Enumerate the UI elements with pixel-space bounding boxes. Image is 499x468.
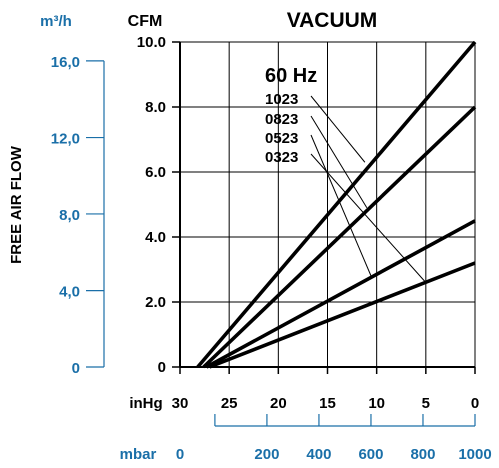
m3h-tick-label: 8,0 — [59, 207, 80, 224]
inhg-tick-label: 20 — [270, 395, 287, 412]
inhg-tick-label: 10 — [368, 395, 385, 412]
cfm-tick-label: 6.0 — [145, 164, 166, 181]
series-line-0323 — [208, 261, 476, 369]
cfm-tick-label: 8.0 — [145, 99, 166, 116]
m3h-tick-label: 16,0 — [51, 54, 80, 71]
frequency-label: 60 Hz — [265, 65, 317, 87]
cfm-tick-label: 4.0 — [145, 229, 166, 246]
series-label-0523: 0523 — [265, 130, 298, 147]
m3h-tick-label: 4,0 — [59, 284, 80, 301]
series-line-0823 — [202, 105, 477, 369]
series-leader-0823 — [310, 115, 368, 209]
chart-title: VACUUM — [287, 9, 378, 32]
series-label-1023: 1023 — [265, 91, 298, 108]
series-label-0823: 0823 — [265, 111, 298, 128]
series-leader-1023 — [310, 95, 366, 163]
mbar-tick-label: 400 — [306, 446, 331, 463]
inhg-tick-label: 15 — [319, 395, 336, 412]
series-label-0323: 0323 — [265, 149, 298, 166]
mbar-tick-label: 1000 — [458, 446, 491, 463]
m3h-tick-label: 0 — [72, 360, 80, 377]
inhg-tick-label: 30 — [172, 395, 189, 412]
series-line-0523 — [205, 219, 476, 369]
mbar-tick-label: 0 — [176, 446, 184, 463]
cfm-tick-label: 10.0 — [137, 34, 166, 51]
m3h-unit-label: m³/h — [40, 13, 72, 30]
mbar-unit-label: mbar — [120, 446, 157, 463]
mbar-tick-label: 200 — [254, 446, 279, 463]
inhg-unit-label: inHg — [129, 395, 162, 412]
free-air-flow-label: FREE AIR FLOW — [8, 145, 25, 264]
mbar-tick-label: 800 — [410, 446, 435, 463]
mbar-tick-label: 600 — [358, 446, 383, 463]
series-leader-0323 — [310, 153, 427, 283]
series-leader-0523 — [310, 134, 373, 278]
cfm-tick-label: 0 — [158, 359, 166, 376]
inhg-tick-label: 5 — [422, 395, 430, 412]
cfm-unit-label: CFM — [128, 13, 163, 30]
m3h-tick-label: 12,0 — [51, 131, 80, 148]
inhg-tick-label: 0 — [471, 395, 479, 412]
inhg-tick-label: 25 — [221, 395, 238, 412]
cfm-tick-label: 2.0 — [145, 294, 166, 311]
series-line-1023 — [196, 40, 477, 369]
